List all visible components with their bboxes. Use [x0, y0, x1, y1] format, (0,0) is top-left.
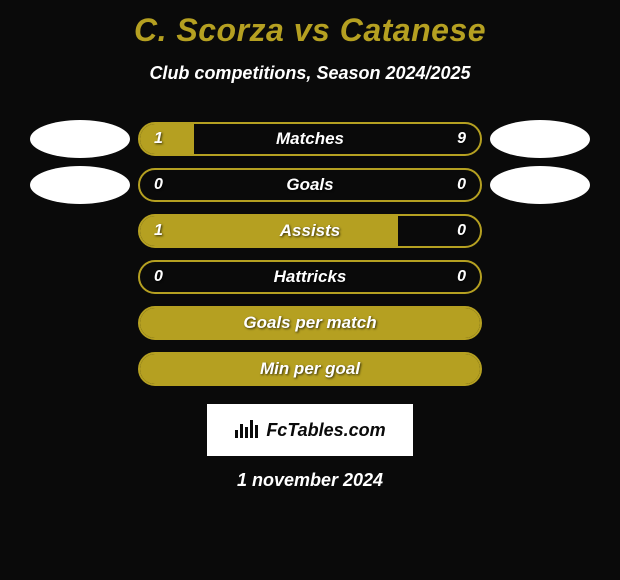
bar-left-fill	[140, 216, 398, 246]
stat-row: Min per goal	[0, 346, 620, 392]
stat-label: Min per goal	[260, 359, 360, 379]
stat-label: Matches	[276, 129, 344, 149]
bar-track: Hattricks 0 0	[138, 260, 482, 294]
chart-area: Matches19Goals00Assists10Hattricks00Goal…	[0, 116, 620, 392]
bar-left-fill	[140, 124, 194, 154]
date: 1 november 2024	[0, 470, 620, 491]
bar-track: Goals 0 0	[138, 168, 482, 202]
stat-label: Hattricks	[274, 267, 347, 287]
branding-text: FcTables.com	[266, 420, 385, 441]
stat-value-left: 0	[154, 268, 163, 286]
stat-value-right: 0	[457, 268, 466, 286]
logo-spacer	[30, 212, 130, 250]
stat-value-left: 1	[154, 222, 163, 240]
team-logo-right	[490, 166, 590, 204]
bar-track: Assists 1 0	[138, 214, 482, 248]
logo-spacer	[30, 350, 130, 388]
team-logo-left	[30, 166, 130, 204]
team-logo-left	[30, 120, 130, 158]
logo-spacer	[30, 258, 130, 296]
stat-label: Goals per match	[243, 313, 376, 333]
stat-value-right: 0	[457, 222, 466, 240]
stat-row: Hattricks 0 0	[0, 254, 620, 300]
stat-value-left: 1	[154, 130, 163, 148]
stat-row: Goals 0 0	[0, 162, 620, 208]
branding-badge: FcTables.com	[207, 404, 413, 456]
stat-value-right: 0	[457, 176, 466, 194]
stat-value-left: 0	[154, 176, 163, 194]
stat-label: Goals	[286, 175, 333, 195]
stat-row: Matches 1 9	[0, 116, 620, 162]
logo-spacer	[490, 350, 590, 388]
stat-value-right: 9	[457, 130, 466, 148]
logo-spacer	[490, 304, 590, 342]
logo-spacer	[490, 212, 590, 250]
logo-spacer	[30, 304, 130, 342]
bar-track: Min per goal	[138, 352, 482, 386]
page-title: C. Scorza vs Catanese	[0, 0, 620, 49]
team-logo-right	[490, 120, 590, 158]
stat-label: Assists	[280, 221, 340, 241]
stat-row: Assists 1 0	[0, 208, 620, 254]
bar-track: Matches 1 9	[138, 122, 482, 156]
stat-row: Goals per match	[0, 300, 620, 346]
bar-track: Goals per match	[138, 306, 482, 340]
bars-icon	[234, 418, 260, 443]
subtitle: Club competitions, Season 2024/2025	[0, 63, 620, 84]
logo-spacer	[490, 258, 590, 296]
